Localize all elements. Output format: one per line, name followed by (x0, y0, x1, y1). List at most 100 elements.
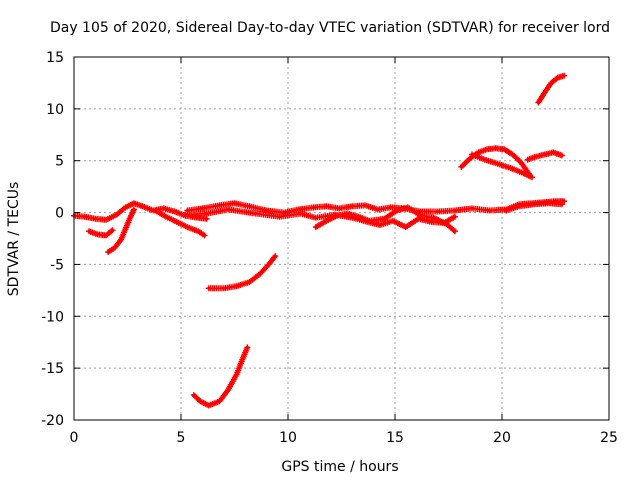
data-point (560, 153, 564, 158)
series-late-arc-5 (503, 200, 565, 214)
y-tick-label: 0 (55, 206, 64, 222)
data-point (247, 280, 252, 284)
data-point (391, 219, 395, 223)
y-tick-label: 5 (55, 154, 64, 170)
data-point (104, 233, 108, 237)
data-point (185, 208, 189, 213)
data-point (502, 147, 506, 151)
data-point (429, 220, 433, 224)
data-point (258, 272, 262, 276)
data-point (357, 215, 361, 219)
data-point (436, 209, 440, 214)
y-tick-label: -5 (50, 257, 64, 273)
data-point (468, 157, 472, 161)
data-point (485, 147, 489, 151)
chart-title: Day 105 of 2020, Sidereal Day-to-day VTE… (50, 20, 610, 36)
series-offset-arc-1 (205, 253, 279, 292)
data-point (536, 101, 541, 105)
data-point (376, 207, 380, 212)
data-point (314, 225, 318, 229)
data-point (350, 204, 354, 208)
data-point (104, 218, 108, 222)
data-point (526, 158, 530, 162)
series-dip-arc-C (152, 207, 208, 239)
data-point (202, 233, 207, 237)
data-point (470, 152, 474, 157)
data-point (406, 205, 410, 209)
data-point (367, 219, 371, 223)
data-point (254, 212, 258, 216)
x-tick-label: 20 (493, 430, 511, 446)
data-point (164, 215, 168, 219)
data-point (132, 207, 136, 212)
data-point (113, 246, 117, 250)
data-point (509, 166, 513, 170)
data-point (453, 229, 457, 233)
data-point (299, 212, 303, 216)
data-point (419, 209, 423, 214)
data-point (483, 158, 487, 162)
data-point (534, 155, 538, 159)
data-point (207, 403, 211, 408)
data-point (560, 202, 564, 206)
data-point (123, 205, 127, 209)
series-late-arc-2 (469, 151, 535, 181)
data-point (123, 227, 127, 231)
data-point (226, 207, 230, 212)
axis-ticks: 0 5 10 15 20 25 -20 -15 -10 -5 0 5 10 15 (41, 50, 618, 446)
x-tick-label: 15 (386, 430, 404, 446)
data-point (519, 161, 523, 165)
series-dip-arc-B (105, 206, 137, 255)
data-point (395, 208, 399, 213)
y-tick-label: 10 (46, 102, 64, 118)
series-near-zero-arc-1 (71, 200, 210, 223)
data-point (175, 220, 179, 224)
data-point (232, 201, 237, 205)
data-point (562, 74, 566, 78)
data-point (205, 212, 209, 216)
series-offset-arc-2 (190, 344, 251, 409)
data-point (521, 171, 526, 175)
data-point (556, 76, 560, 80)
series-late-arc-4 (535, 72, 568, 106)
data-point (273, 254, 277, 258)
data-point (277, 215, 281, 219)
data-point (543, 90, 547, 94)
data-point (235, 284, 239, 288)
data-point (87, 229, 91, 233)
y-axis-label: SDTVAR / TECUs (6, 182, 22, 297)
data-point (337, 206, 341, 210)
x-tick-label: 10 (279, 430, 297, 446)
y-tick-label: 15 (46, 50, 64, 66)
y-tick-label: -20 (41, 413, 64, 429)
data-point (83, 215, 87, 219)
data-point (173, 209, 177, 214)
data-point (382, 217, 386, 221)
data-point (312, 205, 316, 209)
data-point (185, 225, 189, 229)
data-point (265, 208, 269, 213)
data-point (389, 205, 393, 209)
data-point (119, 237, 123, 242)
data-point (128, 217, 132, 221)
plot-frame (73, 56, 610, 421)
data-point (547, 201, 551, 205)
data-point (241, 356, 245, 360)
data-point (511, 152, 515, 157)
data-point (504, 208, 508, 213)
data-point (162, 206, 166, 210)
data-point (226, 388, 230, 392)
data-point (416, 217, 421, 221)
data-point (106, 250, 110, 254)
data-point (324, 204, 329, 208)
data-point (247, 204, 252, 208)
data-point (335, 214, 339, 218)
data-point (200, 206, 204, 210)
data-point (476, 150, 481, 154)
data-point (363, 203, 367, 207)
data-point (153, 208, 157, 213)
data-point (549, 81, 553, 85)
series-dip-arc-A (86, 227, 116, 239)
